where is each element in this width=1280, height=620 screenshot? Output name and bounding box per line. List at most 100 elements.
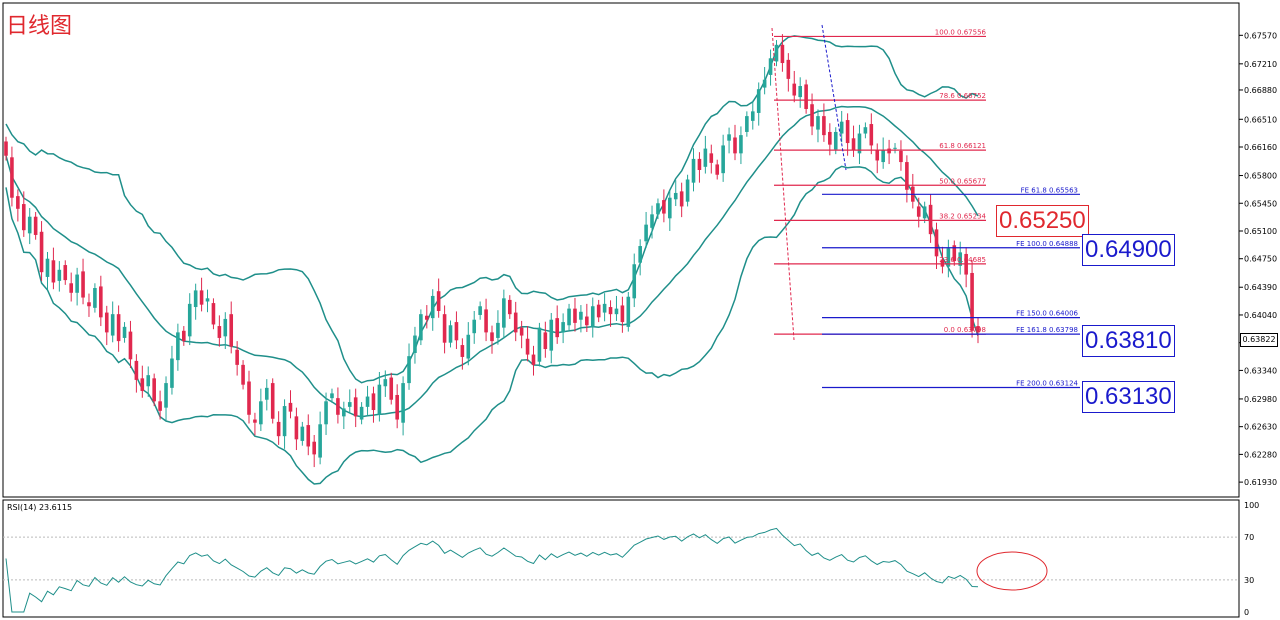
candle-body-118 [703, 148, 708, 167]
candle-body-56 [336, 398, 340, 415]
candle-body-85 [507, 299, 512, 315]
candle-body-42 [253, 419, 257, 423]
candle-body-27 [164, 383, 168, 408]
candle-body-74 [442, 314, 447, 343]
rsi-level-lines [3, 536, 1239, 581]
candle-body-38 [229, 314, 234, 347]
candle-body-15 [93, 288, 97, 308]
candle-body-80 [478, 306, 482, 315]
price-tick-label-10: 0.64040 [1244, 311, 1277, 320]
rsi-label: RSI(14) 23.6115 [7, 503, 73, 512]
price-tick-label-14: 0.62630 [1244, 423, 1277, 432]
key-level-label-3: 0.63130 [1082, 381, 1175, 413]
candle-body-10 [63, 265, 68, 281]
fe-label-1: FE 100.0 0.64888 [1016, 240, 1078, 248]
candle-body-133 [792, 83, 797, 96]
price-tick-label-4: 0.66160 [1244, 143, 1277, 152]
price-axis: 0.67570 0.67210 0.66880 0.66510 0.66160 0.658… [1239, 31, 1277, 487]
candle-body-67 [401, 383, 405, 423]
fe-label-3: FE 161.8 0.63798 [1016, 326, 1078, 334]
candle-body-155 [922, 206, 927, 219]
candle-body-12 [75, 274, 79, 293]
candle-body-73 [436, 291, 441, 311]
rsi-line [5, 527, 979, 613]
candle-body-79 [472, 319, 477, 334]
candle-body-132 [786, 59, 791, 79]
candlesticks [4, 34, 980, 468]
chart-title: 日线图 [6, 14, 73, 39]
candle-body-149 [887, 148, 891, 154]
bollinger-bands [5, 35, 979, 485]
price-tick-label-7: 0.65100 [1244, 227, 1277, 236]
candle-body-96 [573, 308, 577, 323]
candle-body-4 [27, 216, 32, 234]
fib-label-0: 100.0 0.67556 [935, 28, 987, 36]
price-tick-label-15: 0.62280 [1244, 450, 1277, 459]
candle-body-100 [596, 304, 601, 318]
candle-body-33 [199, 290, 204, 305]
rsi-tick-label-0: 100 [1244, 501, 1259, 510]
candle-body-9 [57, 269, 62, 281]
candle-body-113 [673, 192, 678, 200]
key-level-label-2: 0.63810 [1082, 325, 1175, 357]
candle-body-117 [697, 158, 702, 170]
candle-body-34 [205, 298, 210, 302]
candle-body-64 [383, 379, 388, 387]
candle-body-137 [816, 116, 820, 130]
candle-body-83 [496, 322, 500, 338]
rsi-plot-frame [2, 499, 1240, 618]
candle-body-99 [590, 306, 595, 327]
candle-body-21 [128, 331, 133, 360]
candle-body-123 [733, 137, 737, 154]
candle-body-29 [176, 332, 180, 361]
candle-body-68 [407, 356, 411, 384]
candle-body-69 [413, 335, 417, 353]
candle-body-98 [585, 316, 589, 326]
candle-body-41 [247, 381, 251, 415]
price-tick-label-13: 0.62980 [1244, 395, 1277, 404]
price-tick-label-1: 0.67210 [1244, 60, 1277, 69]
candle-body-62 [371, 393, 376, 411]
candle-body-50 [300, 426, 305, 441]
candle-body-47 [282, 406, 287, 437]
candle-body-157 [934, 229, 939, 257]
candle-body-76 [454, 322, 459, 341]
candle-body-101 [602, 303, 607, 313]
candle-body-40 [241, 364, 245, 385]
candle-body-82 [490, 332, 494, 342]
candle-body-147 [875, 150, 880, 161]
candle-body-23 [140, 378, 145, 392]
candle-body-24 [146, 375, 151, 387]
fibonacci-retracement: 100.0 0.67556 78.6 0.66752 61.8 0.66121 50.… [774, 28, 987, 335]
candle-body-17 [104, 312, 109, 333]
fib-label-3: 50.0 0.65677 [939, 177, 986, 185]
projection-dashed-blue [821, 24, 847, 171]
candle-body-66 [395, 394, 399, 420]
candle-body-131 [780, 44, 785, 64]
candle-body-55 [330, 393, 334, 399]
candle-body-109 [650, 214, 654, 228]
rsi-tick-label-1: 70 [1244, 533, 1254, 542]
rsi-tick-label-2: 30 [1244, 576, 1254, 585]
candle-body-138 [822, 116, 826, 136]
candle-body-115 [685, 179, 690, 202]
candle-body-136 [810, 104, 814, 127]
candle-body-87 [519, 327, 524, 336]
candle-body-2 [16, 196, 20, 209]
candle-body-44 [264, 387, 269, 400]
price-tick-label-3: 0.66510 [1244, 115, 1277, 124]
main-plot-frame [2, 2, 1240, 498]
candle-body-127 [756, 89, 761, 113]
candle-body-158 [940, 259, 945, 267]
candle-body-71 [425, 315, 429, 320]
candle-body-18 [110, 314, 115, 336]
fe-label-2: FE 150.0 0.64006 [1016, 310, 1078, 318]
candle-body-54 [324, 401, 328, 425]
candle-body-20 [122, 326, 127, 338]
candle-body-102 [608, 307, 613, 315]
fibonacci-expansion: FE 61.8 0.65563 FE 100.0 0.64888 FE 150.0 … [822, 186, 1080, 389]
candle-body-39 [235, 349, 239, 365]
candle-body-121 [721, 145, 725, 174]
rsi-axis: 100 70 30 0 [1244, 501, 1259, 617]
candle-body-89 [531, 354, 536, 365]
